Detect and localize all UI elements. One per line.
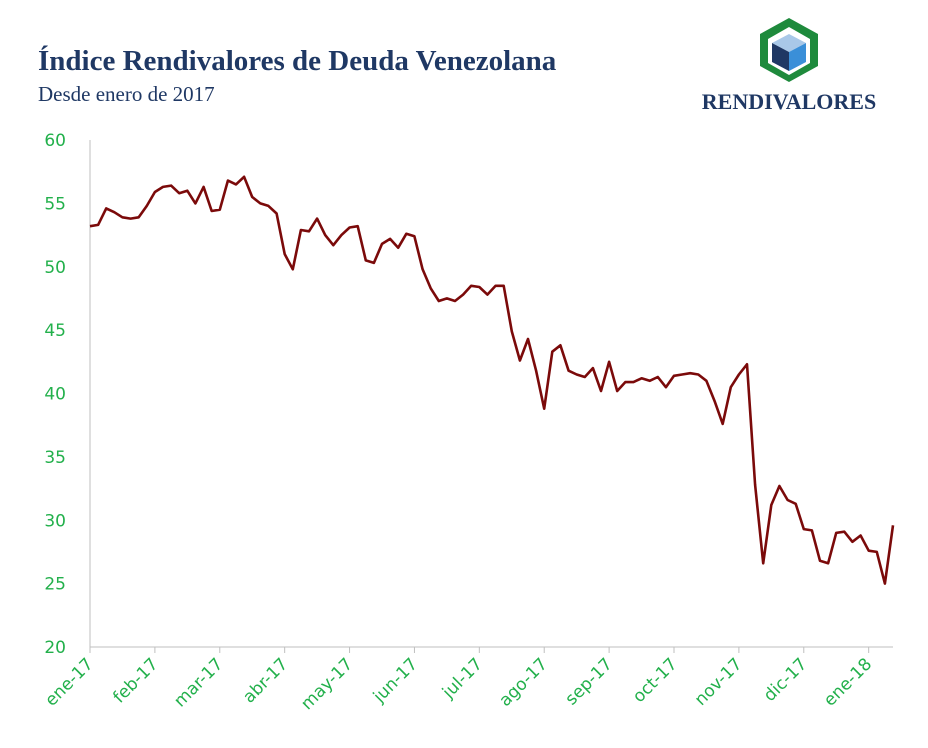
y-tick-label: 60 [44,131,66,151]
x-tick-label: abr-17 [239,654,292,707]
y-tick-label: 50 [44,258,66,278]
x-tick-label: oct-17 [629,654,681,706]
y-tick-label: 40 [44,385,66,405]
x-tick-label: nov-17 [691,654,747,710]
y-tick-label: 25 [44,575,66,595]
x-tick-label: sep-17 [562,654,617,709]
y-tick-label: 55 [44,194,66,214]
y-tick-label: 30 [44,511,66,531]
logo-text: RENDIVALORES [702,89,876,114]
x-tick-label: may-17 [297,654,357,714]
x-tick-label: ene-17 [41,654,97,710]
x-tick-label: mar-17 [170,654,227,711]
x-tick-label: dic-17 [760,654,811,705]
y-tick-label: 20 [44,638,66,658]
y-tick-label: 35 [44,448,66,468]
logo-icon [760,18,818,82]
x-tick-label: jun-17 [369,654,422,707]
chart-subtitle: Desde enero de 2017 [38,82,215,106]
chart-title: Índice Rendivalores de Deuda Venezolana [38,44,557,77]
x-tick-label: ago-17 [495,654,551,710]
x-tick-label: jul-17 [438,654,487,703]
data-line [89,175,895,585]
x-tick-label: feb-17 [109,654,162,707]
x-tick-label: ene-18 [820,654,876,710]
y-tick-label: 45 [44,321,66,341]
